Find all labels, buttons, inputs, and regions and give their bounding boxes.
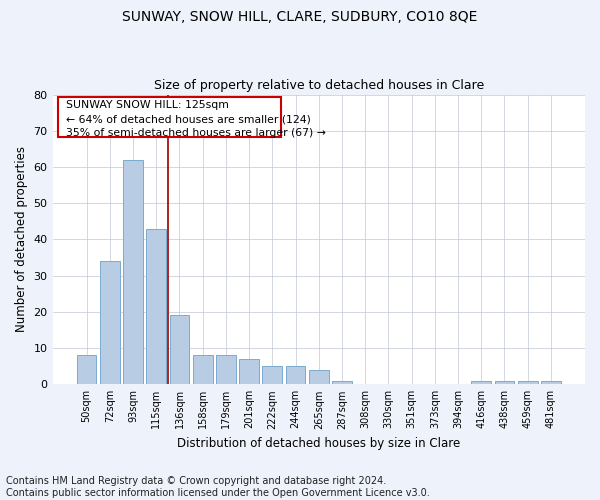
Bar <box>286 366 305 384</box>
Text: SUNWAY, SNOW HILL, CLARE, SUDBURY, CO10 8QE: SUNWAY, SNOW HILL, CLARE, SUDBURY, CO10 … <box>122 10 478 24</box>
Y-axis label: Number of detached properties: Number of detached properties <box>15 146 28 332</box>
Text: SUNWAY SNOW HILL: 125sqm
← 64% of detached houses are smaller (124)
35% of semi-: SUNWAY SNOW HILL: 125sqm ← 64% of detach… <box>66 100 326 138</box>
Bar <box>170 316 190 384</box>
Bar <box>77 356 97 384</box>
Title: Size of property relative to detached houses in Clare: Size of property relative to detached ho… <box>154 79 484 92</box>
Bar <box>146 228 166 384</box>
Bar <box>472 380 491 384</box>
Bar <box>309 370 329 384</box>
Bar <box>216 356 236 384</box>
Bar <box>332 380 352 384</box>
Bar <box>262 366 282 384</box>
FancyBboxPatch shape <box>58 98 281 136</box>
Bar <box>193 356 212 384</box>
Bar <box>123 160 143 384</box>
Bar <box>541 380 561 384</box>
X-axis label: Distribution of detached houses by size in Clare: Distribution of detached houses by size … <box>177 437 460 450</box>
Bar <box>100 261 119 384</box>
Bar <box>494 380 514 384</box>
Text: Contains HM Land Registry data © Crown copyright and database right 2024.
Contai: Contains HM Land Registry data © Crown c… <box>6 476 430 498</box>
Bar <box>239 359 259 384</box>
Bar <box>518 380 538 384</box>
